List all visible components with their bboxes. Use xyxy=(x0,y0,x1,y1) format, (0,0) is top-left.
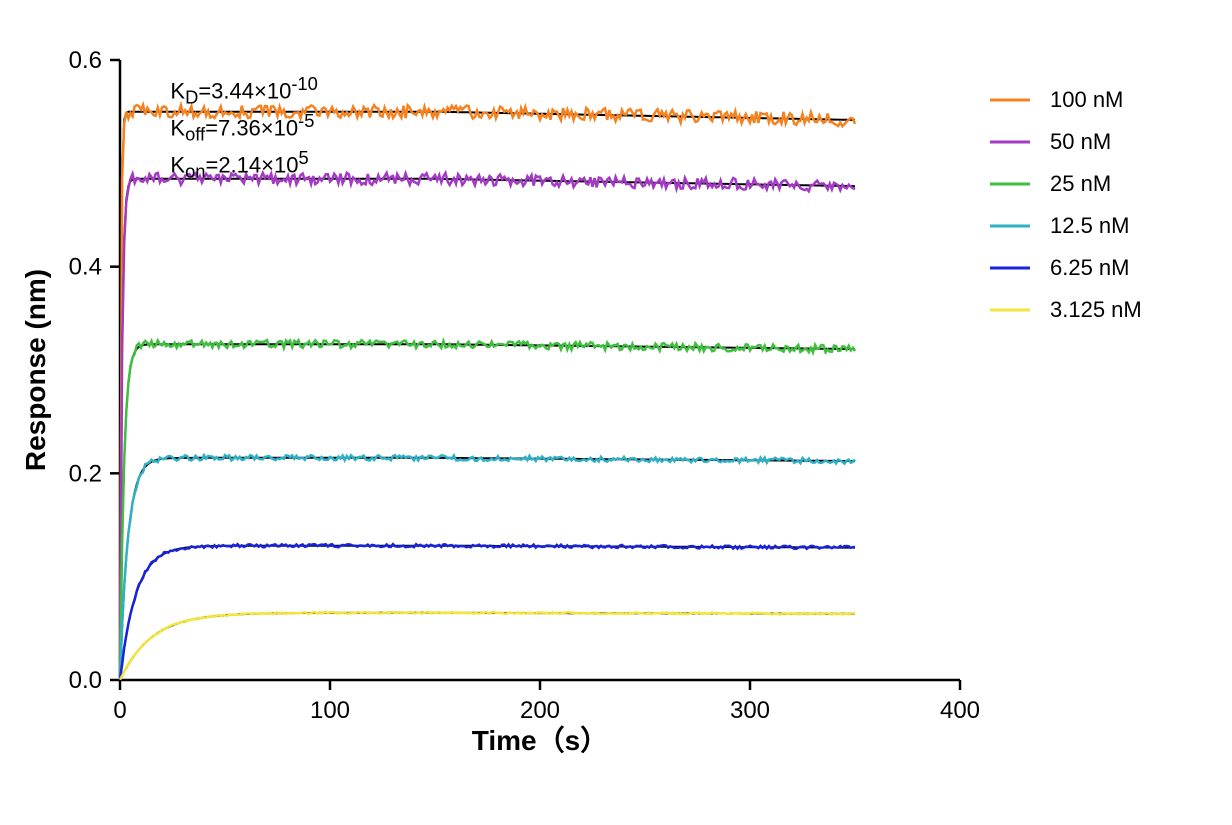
kinetics-annotation-text: Koff=7.36×10-5 xyxy=(170,110,470,144)
legend-label: 12.5 nM xyxy=(1050,213,1130,238)
kinetics-annotation-text: Kon=2.14×105 xyxy=(170,147,470,181)
kinetics-annotation: KD=3.44×10-10 xyxy=(170,73,470,107)
kinetics-annotation: Koff=7.36×10-5 xyxy=(170,110,470,144)
y-tick-label: 0.6 xyxy=(69,47,102,74)
legend-label: 3.125 nM xyxy=(1050,297,1142,322)
fit-curve xyxy=(120,458,855,680)
legend-label: 25 nM xyxy=(1050,171,1111,196)
data-curve xyxy=(120,612,855,680)
fit-curve xyxy=(120,112,855,680)
x-tick-label: 0 xyxy=(113,697,126,724)
sensorgram-chart: 0 100 200 300 400 0.0 0.2 0.4 0.6 Time（s） Response… xyxy=(0,0,1232,825)
legend-label: 50 nM xyxy=(1050,129,1111,154)
fit-curve xyxy=(120,613,855,680)
y-axis-title: Response (nm) xyxy=(20,269,51,471)
legend-label: 6.25 nM xyxy=(1050,255,1130,280)
data-curve xyxy=(120,173,855,678)
y-tick-label: 0.0 xyxy=(69,667,102,694)
kinetics-annotation: Kon=2.14×105 xyxy=(170,147,470,181)
x-tick-label: 300 xyxy=(730,697,770,724)
y-tick-label: 0.2 xyxy=(69,460,102,487)
legend: 100 nM 50 nM 25 nM 12.5 nM 6.25 nM 3.125 nM xyxy=(990,87,1142,322)
data-curve xyxy=(120,105,855,680)
x-tick-label: 200 xyxy=(520,697,560,724)
kinetics-annotation-text: KD=3.44×10-10 xyxy=(170,73,470,107)
fit-curve xyxy=(120,344,855,680)
x-axis-title: Time（s） xyxy=(472,724,608,756)
series-group xyxy=(120,105,855,680)
data-curve xyxy=(120,455,855,680)
x-tick-label: 400 xyxy=(940,697,980,724)
x-tick-label: 100 xyxy=(310,697,350,724)
chart-svg: 0 100 200 300 400 0.0 0.2 0.4 0.6 Time（s） Response… xyxy=(0,0,1232,825)
data-curve xyxy=(120,340,855,678)
legend-label: 100 nM xyxy=(1050,87,1123,112)
y-tick-label: 0.4 xyxy=(69,254,102,281)
fit-curve xyxy=(120,179,855,680)
